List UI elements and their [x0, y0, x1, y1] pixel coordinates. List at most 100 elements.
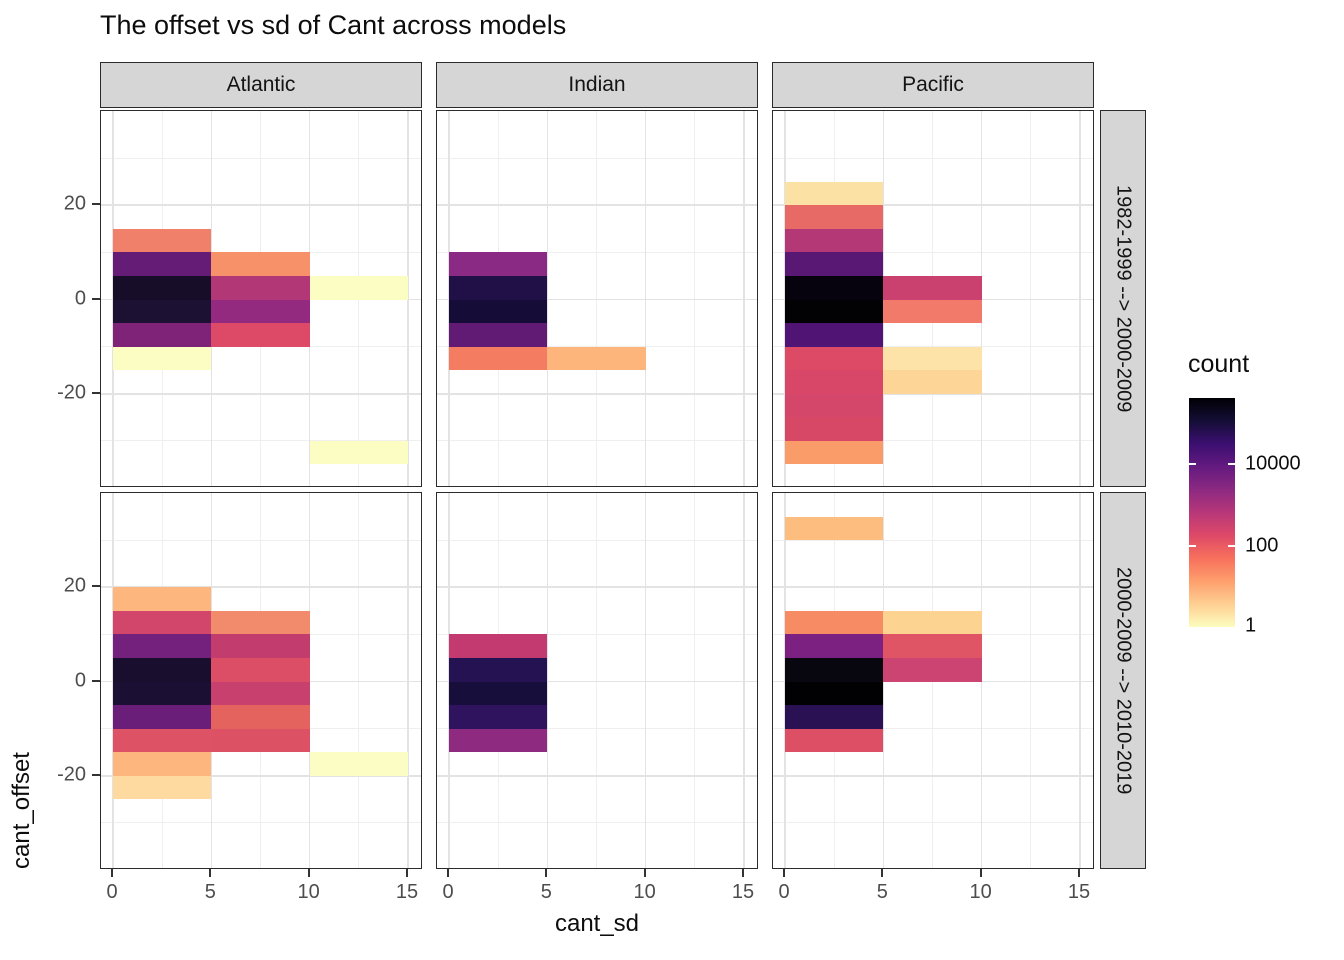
heatmap-tile: [785, 323, 884, 347]
y-tick-label: -20: [57, 381, 86, 404]
heatmap-tile: [785, 634, 884, 658]
gridline-major: [448, 111, 450, 486]
gridline-major: [437, 774, 757, 777]
x-tick-mark: [742, 869, 744, 877]
heatmap-tile: [113, 252, 212, 276]
gridline-minor: [101, 539, 421, 541]
gridline-minor: [437, 728, 757, 730]
gridline-minor: [437, 157, 757, 159]
heatmap-tile: [449, 728, 548, 753]
heatmap-tile: [211, 252, 310, 276]
y-tick-mark: [92, 773, 100, 776]
heatmap-tile: [449, 323, 548, 347]
heatmap-tile: [211, 610, 310, 635]
legend-tick-mark: [1189, 545, 1196, 547]
panel-atlantic-row1: [100, 110, 422, 487]
facet-column-strip-atlantic: Atlantic: [100, 62, 422, 108]
legend-tick-label: 1: [1245, 614, 1257, 637]
heatmap-tile: [211, 634, 310, 658]
gridline-major: [784, 111, 786, 486]
heatmap-tile: [211, 275, 310, 300]
gridline-major: [112, 111, 114, 486]
x-tick-label: 0: [442, 881, 454, 903]
heatmap-tile: [785, 516, 884, 541]
y-tick-mark: [92, 203, 100, 206]
gridline-major: [407, 493, 409, 868]
gridline-major: [437, 204, 757, 207]
heatmap-tile: [309, 752, 408, 776]
x-tick-label: 15: [1067, 881, 1091, 903]
x-tick-label: 15: [395, 881, 419, 903]
x-tick-mark: [643, 869, 646, 877]
gridline-major: [308, 493, 311, 868]
heatmap-tile: [883, 275, 982, 300]
facet-row-strip-period2: 2000-2009 --> 2010-2019: [1100, 492, 1146, 869]
heatmap-tile: [785, 728, 884, 753]
x-tick-label: 5: [876, 881, 888, 903]
gridline-major: [980, 111, 983, 486]
gridline-minor: [437, 440, 757, 442]
x-tick-label: 10: [297, 881, 320, 903]
x-axis-title: cant_sd: [554, 910, 640, 937]
gridline-major: [437, 392, 757, 395]
gridline-minor: [773, 539, 1093, 541]
legend-tick-mark: [1228, 545, 1235, 547]
gridline-minor: [437, 251, 757, 253]
gridline-major: [784, 493, 786, 868]
gridline-minor: [101, 346, 421, 348]
y-tick-label: 20: [63, 192, 86, 215]
heatmap-tile: [211, 681, 310, 706]
heatmap-tile: [883, 346, 982, 371]
gridline-major: [546, 493, 549, 868]
heatmap-tile: [449, 299, 548, 324]
gridline-major: [101, 774, 421, 777]
panel-pacific-row1: [772, 110, 1094, 487]
facet-column-label: Pacific: [902, 73, 964, 96]
x-tick-label: 5: [540, 881, 552, 903]
heatmap-tile: [547, 346, 646, 371]
heatmap-tile: [785, 705, 884, 729]
x-tick-label: 15: [731, 881, 755, 903]
facet-column-strip-pacific: Pacific: [772, 62, 1094, 108]
heatmap-tile: [785, 346, 884, 371]
gridline-minor: [437, 633, 757, 635]
heatmap-tile: [113, 681, 212, 706]
x-tick-mark: [783, 869, 785, 877]
gridline-major: [644, 493, 647, 868]
x-tick-mark: [1078, 869, 1080, 877]
heatmap-tile: [211, 657, 310, 682]
gridline-minor: [101, 440, 421, 442]
x-tick-mark: [979, 869, 982, 877]
heatmap-tile: [785, 657, 884, 682]
heatmap-tile: [211, 323, 310, 347]
heatmap-tile: [113, 657, 212, 682]
heatmap-tile: [449, 346, 548, 371]
gridline-minor: [773, 822, 1093, 824]
heatmap-tile: [449, 252, 548, 276]
gridline-minor: [437, 822, 757, 824]
legend-tick-mark: [1189, 463, 1196, 465]
heatmap-tile: [113, 775, 212, 800]
y-tick-label: 0: [74, 287, 86, 309]
gridline-major: [980, 493, 983, 868]
panel-pacific-row2: [772, 492, 1094, 869]
x-tick-mark: [209, 869, 212, 877]
heatmap-tile: [785, 228, 884, 253]
facet-column-label: Indian: [568, 73, 626, 96]
heatmap-tile: [785, 252, 884, 276]
gridline-major: [743, 493, 745, 868]
y-tick-mark: [92, 391, 100, 394]
gridline-minor: [694, 493, 696, 868]
facet-row-label: 2000-2009 --> 2010-2019: [1112, 566, 1135, 795]
gridline-major: [773, 774, 1093, 777]
gridline-major: [101, 204, 421, 207]
heatmap-tile: [449, 634, 548, 658]
heatmap-tile: [449, 657, 548, 682]
panel-indian-row1: [436, 110, 758, 487]
facet-column-strip-indian: Indian: [436, 62, 758, 108]
heatmap-tile: [785, 610, 884, 635]
heatmap-tile: [113, 275, 212, 300]
heatmap-tile: [449, 705, 548, 729]
heatmap-tile: [113, 705, 212, 729]
heatmap-tile: [785, 275, 884, 300]
